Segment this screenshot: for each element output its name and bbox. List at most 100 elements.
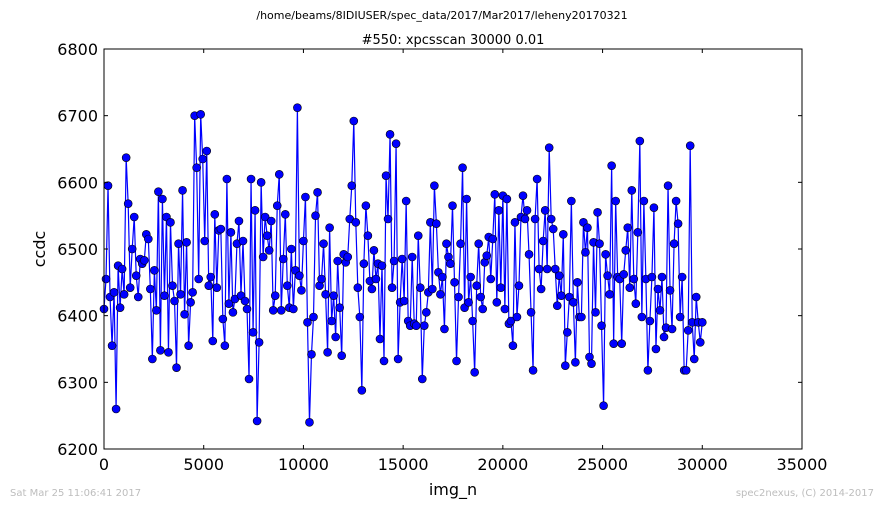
x-tick-label: 15000 [378,455,429,474]
data-point [673,219,683,228]
data-point [329,291,338,300]
data-point [422,308,431,317]
data-point [571,358,580,367]
y-axis-label: ccdc [30,231,49,268]
data-point [472,281,481,290]
data-point [103,181,113,190]
data-point [413,231,423,240]
data-point [530,214,540,224]
data-point [659,332,669,342]
data-point [224,299,234,308]
data-point [287,244,296,254]
data-point [361,201,371,210]
data-point [649,203,659,212]
data-point [323,348,332,357]
data-point [548,224,558,234]
data-point [196,110,205,119]
data-point [176,290,185,299]
data-point [158,194,167,204]
y-tick-label: 6300 [57,373,98,392]
data-point [383,214,393,224]
data-point [494,206,504,215]
data-point [127,244,137,254]
data-point [146,284,155,294]
data-point [391,139,401,148]
data-point [597,321,606,330]
data-point [482,251,492,260]
data-point [256,178,266,187]
data-point [520,214,530,224]
data-point [619,270,629,279]
data-point [629,274,639,284]
data-point [542,264,552,274]
y-tick-label: 6200 [57,440,98,459]
data-point [268,306,278,315]
data-point [204,281,214,290]
data-point [510,218,520,227]
data-point [478,304,488,314]
data-point [109,288,119,297]
data-point [327,316,336,326]
data-point [248,328,258,337]
data-point [627,186,637,195]
data-point [671,196,681,206]
data-point [349,116,359,126]
x-tick-label: 5000 [183,455,224,474]
data-point [242,304,252,314]
data-point [573,278,582,287]
data-point [496,283,506,292]
data-point [681,366,691,375]
data-point [689,354,699,364]
data-point [363,231,373,240]
data-point [198,154,208,164]
data-point [280,210,290,219]
data-point [335,303,344,312]
data-point [309,312,318,322]
data-point [685,141,695,150]
data-point [569,298,578,307]
data-point [637,312,647,322]
data-point [512,312,522,322]
data-point [289,304,298,314]
data-point [186,298,195,307]
data-point [536,284,546,294]
data-point [456,239,465,248]
data-point [556,291,566,300]
data-point [307,350,316,359]
data-point [617,339,627,348]
data-point [625,283,635,292]
data-point [266,216,276,226]
data-point [518,191,528,200]
data-point [184,341,193,350]
x-tick-label: 30000 [677,455,728,474]
data-point [274,170,284,179]
data-point [430,181,439,190]
data-point [115,303,125,312]
x-tick-label: 0 [99,455,109,474]
data-point [440,324,449,334]
data-point [524,250,534,259]
data-point [343,252,353,262]
data-point [252,416,262,426]
data-point [246,174,256,184]
series-layer [99,103,707,427]
data-point [250,206,260,215]
data-point [655,306,665,315]
data-point [534,264,544,274]
data-point [468,316,477,326]
data-point [208,336,218,346]
data-point [695,338,705,347]
data-point [123,199,133,208]
data-point [665,286,675,295]
data-point [359,259,369,268]
data-point [194,274,203,284]
data-point [577,312,586,322]
data-point [150,266,159,275]
footer-timestamp: Sat Mar 25 11:06:41 2017 [10,488,142,499]
data-point [601,250,610,259]
series-line [103,107,703,423]
data-point [605,290,614,299]
data-point [299,236,308,246]
data-point [325,223,334,232]
